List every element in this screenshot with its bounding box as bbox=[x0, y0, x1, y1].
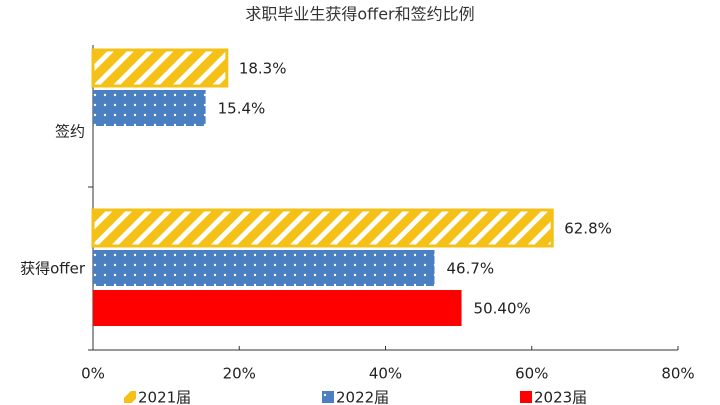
x-tick-label: 80% bbox=[661, 365, 694, 383]
legend-swatch bbox=[322, 391, 334, 403]
y-tick-label: 签约 bbox=[55, 123, 85, 141]
legend-label: 2023届 bbox=[534, 389, 587, 405]
x-tick-label: 0% bbox=[81, 365, 105, 383]
legend-label: 2021届 bbox=[138, 389, 191, 405]
chart-title: 求职毕业生获得offer和签约比例 bbox=[245, 5, 474, 24]
value-label: 50.40% bbox=[474, 300, 531, 318]
bar bbox=[91, 208, 554, 248]
value-label: 46.7% bbox=[446, 260, 494, 278]
legend-label: 2022届 bbox=[336, 389, 389, 405]
x-tick-label: 60% bbox=[515, 365, 548, 383]
value-label: 18.3% bbox=[239, 60, 287, 78]
value-label: 15.4% bbox=[218, 100, 266, 118]
x-tick-label: 20% bbox=[223, 365, 256, 383]
legend-swatch bbox=[124, 391, 136, 403]
bar bbox=[93, 290, 462, 326]
bar bbox=[93, 250, 435, 286]
y-tick-label: 获得offer bbox=[20, 260, 86, 278]
bar bbox=[91, 48, 229, 88]
value-label: 62.8% bbox=[564, 220, 612, 238]
bar bbox=[93, 90, 206, 126]
x-tick-label: 40% bbox=[369, 365, 402, 383]
legend-swatch bbox=[520, 391, 532, 403]
